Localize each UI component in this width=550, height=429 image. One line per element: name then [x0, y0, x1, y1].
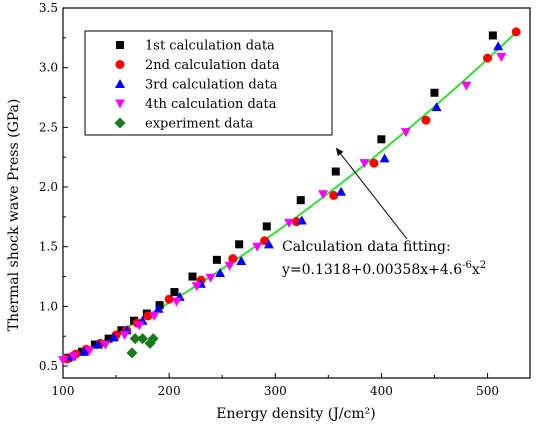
- series-2-point-16: [421, 115, 431, 125]
- series-4-point-15: [359, 159, 370, 169]
- series-4-point-2: [68, 352, 79, 362]
- legend-marker-4: [115, 99, 125, 109]
- series-4-point-12: [252, 242, 263, 252]
- series-1-point-10: [188, 272, 197, 281]
- series-4-point-8: [171, 297, 182, 307]
- series-3-point-15: [379, 153, 390, 163]
- series-3-point-16: [431, 102, 442, 112]
- series-1-point-14: [296, 196, 305, 205]
- series-1-point-12: [235, 240, 244, 249]
- legend-label-5: experiment data: [145, 117, 253, 132]
- series-4-point-1: [58, 356, 68, 366]
- legend-label-4: 4th calculation data: [145, 97, 277, 112]
- points-layer: [58, 27, 521, 366]
- series-2-point-14: [329, 190, 339, 200]
- legend-marker-2: [115, 60, 125, 69]
- series-3-point-3: [93, 339, 104, 349]
- series-4-point-7: [149, 311, 160, 321]
- y-tick-label-3: 1.5: [39, 240, 58, 254]
- legend-label-1: 1st calculation data: [145, 39, 275, 54]
- series-4-point-16: [400, 128, 411, 138]
- x-tick-label-2: 200: [158, 384, 181, 398]
- y-tick-label-4: 2.0: [39, 180, 58, 194]
- series-3-point-7: [153, 303, 164, 313]
- y-tick-label-1: 0.5: [39, 359, 58, 373]
- series-1-point-16: [377, 135, 386, 144]
- y-tick-label-5: 2.5: [39, 120, 58, 134]
- series-4-point-3: [84, 346, 95, 356]
- series-1-point-18: [488, 31, 497, 40]
- legend: 1st calculation data 2nd calculation data…: [84, 30, 333, 136]
- series-5-point-2: [129, 333, 141, 345]
- legend-box: [84, 30, 333, 136]
- series-4-point-6: [134, 321, 145, 331]
- x-tick-label-1: 100: [52, 384, 75, 398]
- fit-annotation: Calculation data fitting: y=0.1318+0.003…: [281, 147, 486, 278]
- series-1-point-11: [212, 255, 221, 264]
- series-2-point-8: [143, 311, 153, 321]
- series-3-point-12: [263, 239, 274, 249]
- series-4-point-10: [205, 273, 216, 283]
- series-2-point-17: [483, 53, 493, 63]
- annotation-arrow: [340, 153, 408, 240]
- series-4-point-13: [284, 218, 295, 228]
- series-1-point-3: [90, 340, 99, 349]
- series-4-point-5: [119, 331, 130, 341]
- y-tick-label-7: 3.5: [39, 1, 58, 15]
- series-1-point-13: [262, 222, 271, 231]
- x-tick-label-4: 400: [370, 384, 393, 398]
- series-4-point-18: [496, 52, 507, 62]
- series-1-point-8: [155, 301, 164, 310]
- series-1-point-9: [170, 288, 179, 297]
- series-1-point-15: [331, 167, 340, 176]
- series-5-point-1: [126, 347, 138, 359]
- annotation-equation: y=0.1318+0.00358x+4.6: [281, 262, 462, 278]
- x-tick-label-3: 300: [264, 384, 287, 398]
- x-tick-label-5: 500: [476, 384, 499, 398]
- series-3-point-10: [215, 267, 226, 277]
- annotation-exponent-2: 2: [480, 260, 486, 271]
- series-1-point-4: [104, 334, 113, 343]
- axes-layer: 100 200 300 400 500 0.5 1.0 1.5 2.0 2.5 3.0 3.5: [39, 1, 499, 398]
- annotation-variable: x: [472, 262, 480, 278]
- series-1-point-5: [117, 326, 126, 335]
- y-tick-label-6: 3.0: [39, 61, 58, 75]
- series-3-point-11: [236, 256, 247, 266]
- legend-marker-5: [114, 117, 126, 129]
- series-5-point-5: [147, 333, 159, 345]
- legend-label-3: 3rd calculation data: [145, 78, 278, 93]
- series-4-point-17: [461, 81, 472, 91]
- series-2-point-15: [369, 158, 379, 168]
- series-2-point-11: [228, 254, 238, 264]
- x-axis-label: Energy density (J/cm²): [216, 406, 375, 422]
- series-4-point-4: [100, 340, 111, 350]
- annotation-arrow-head: [335, 147, 344, 157]
- series-5-point-3: [137, 333, 149, 345]
- series-2-point-9: [164, 294, 174, 304]
- legend-label-2: 2nd calculation data: [145, 58, 280, 73]
- legend-marker-1: [116, 41, 124, 49]
- series-3-point-17: [493, 41, 504, 51]
- annotation-line-1: Calculation data fitting:: [282, 239, 451, 255]
- series-3-point-4: [108, 332, 119, 342]
- series-4-point-11: [224, 261, 235, 271]
- series-3-point-14: [336, 186, 347, 196]
- series-3-point-13: [296, 215, 307, 225]
- annotation-line-2: y=0.1318+0.00358x+4.6-6x2: [281, 260, 486, 278]
- annotation-exponent-1: -6: [462, 260, 472, 271]
- series-1-point-17: [430, 88, 439, 97]
- y-tick-label-2: 1.0: [39, 299, 58, 313]
- series-3-point-2: [79, 346, 90, 356]
- series-4-point-14: [318, 190, 329, 200]
- series-2-point-18: [511, 27, 521, 37]
- y-axis-label: Thermal shock wave Press (GPa): [6, 99, 22, 332]
- legend-marker-3: [115, 79, 125, 88]
- series-4-point-9: [191, 282, 202, 292]
